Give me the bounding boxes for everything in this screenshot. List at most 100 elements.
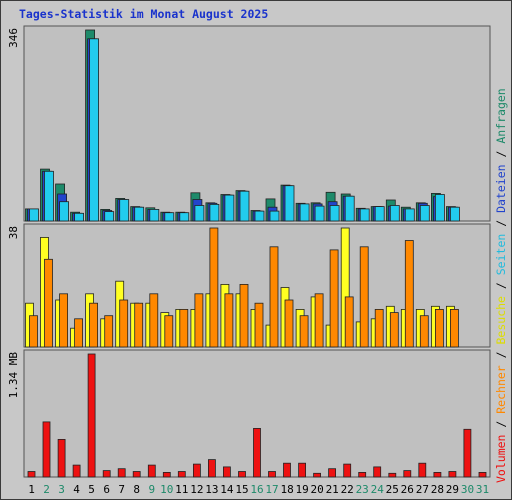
bar-volumen-day-14 xyxy=(222,466,231,478)
bar-seiten-day-17 xyxy=(269,210,280,222)
bar-volumen-day-8 xyxy=(132,471,141,478)
bar-volumen-day-21 xyxy=(328,468,337,478)
bar-rechner-day-18 xyxy=(284,299,294,348)
x-tick-label-22: 22 xyxy=(341,483,354,496)
bar-volumen-day-10 xyxy=(162,471,171,478)
x-tick-label-11: 11 xyxy=(175,483,188,496)
x-tick-label-28: 28 xyxy=(431,483,444,496)
bar-volumen-day-22 xyxy=(343,463,352,478)
bar-rechner-day-23 xyxy=(359,246,369,348)
bar-volumen-day-30 xyxy=(463,428,472,478)
x-tick-label-2: 2 xyxy=(43,483,50,496)
bar-seiten-day-25 xyxy=(389,205,400,222)
y-max-label-bottom: 1.34 MB xyxy=(7,352,20,399)
bar-volumen-day-31 xyxy=(478,471,487,478)
bar-volumen-day-26 xyxy=(403,470,412,478)
bar-volumen-day-25 xyxy=(388,472,397,478)
bar-rechner-day-25 xyxy=(389,312,399,348)
bar-seiten-day-24 xyxy=(374,206,385,222)
bar-seiten-day-7 xyxy=(119,199,130,222)
bar-seiten-day-26 xyxy=(404,208,415,222)
bar-rechner-day-24 xyxy=(374,308,384,348)
x-tick-label-24: 24 xyxy=(371,483,385,496)
x-tick-label-8: 8 xyxy=(133,483,140,496)
bar-volumen-day-9 xyxy=(147,464,156,478)
legend-separator: / xyxy=(494,275,508,296)
bar-rechner-day-1 xyxy=(29,315,38,348)
bar-seiten-day-27 xyxy=(419,205,430,222)
bar-rechner-day-26 xyxy=(404,240,414,348)
bar-volumen-day-15 xyxy=(238,471,246,478)
bar-rechner-day-13 xyxy=(209,227,219,348)
bar-seiten-day-23 xyxy=(359,208,370,222)
bar-volumen-day-23 xyxy=(358,471,367,478)
x-tick-label-20: 20 xyxy=(310,483,323,496)
bar-volumen-day-18 xyxy=(283,462,291,478)
bar-rechner-day-29 xyxy=(449,308,459,348)
legend-entry-besuche: Besuche xyxy=(494,296,508,345)
bar-seiten-day-21 xyxy=(329,205,340,222)
bar-rechner-day-3 xyxy=(59,293,68,348)
legend-entry-volumen: Volumen xyxy=(494,435,508,483)
bar-seiten-day-5 xyxy=(89,38,99,222)
bar-seiten-day-11 xyxy=(179,212,190,222)
bar-volumen-day-29 xyxy=(448,471,457,478)
bar-volumen-day-1 xyxy=(27,471,36,478)
bar-volumen-day-16 xyxy=(253,427,261,478)
bar-seiten-day-16 xyxy=(254,210,265,222)
legend-entry-rechner: Rechner xyxy=(494,365,508,414)
x-tick-label-21: 21 xyxy=(326,483,339,496)
bar-rechner-day-9 xyxy=(149,293,159,348)
bar-volumen-day-5 xyxy=(87,353,96,478)
bar-rechner-day-16 xyxy=(254,302,264,348)
legend-entry-dateien: Dateien xyxy=(494,164,508,212)
plot-area-top xyxy=(23,25,491,222)
bar-rechner-day-7 xyxy=(119,299,129,348)
bar-volumen-day-28 xyxy=(433,471,442,478)
bar-seiten-day-4 xyxy=(74,212,84,222)
x-tick-label-27: 27 xyxy=(416,483,429,496)
legend-entry-anfragen: Anfragen xyxy=(494,88,508,143)
bar-rechner-day-27 xyxy=(419,315,429,348)
legend-entry-seiten: Seiten xyxy=(494,234,508,276)
bar-seiten-day-12 xyxy=(194,205,205,222)
bar-rechner-day-4 xyxy=(74,318,83,348)
bar-volumen-day-19 xyxy=(298,462,307,478)
bar-volumen-day-20 xyxy=(313,472,322,478)
bar-rechner-day-10 xyxy=(164,315,174,348)
bar-rechner-day-21 xyxy=(329,249,339,348)
bar-rechner-day-5 xyxy=(89,302,98,348)
bar-seiten-day-18 xyxy=(284,185,295,222)
legend-separator: / xyxy=(494,144,508,165)
x-tick-label-12: 12 xyxy=(190,483,203,496)
bar-seiten-day-20 xyxy=(314,205,325,222)
x-tick-label-4: 4 xyxy=(73,483,80,496)
bar-seiten-day-3 xyxy=(59,201,69,222)
bar-rechner-day-22 xyxy=(344,296,354,348)
bar-seiten-day-19 xyxy=(299,203,310,222)
x-tick-label-13: 13 xyxy=(205,483,218,496)
x-tick-label-18: 18 xyxy=(280,483,293,496)
x-tick-label-7: 7 xyxy=(118,483,125,496)
x-tick-label-31: 31 xyxy=(476,483,489,496)
bar-seiten-day-2 xyxy=(44,170,54,222)
bar-seiten-day-14 xyxy=(224,194,235,222)
bar-volumen-day-7 xyxy=(117,468,126,478)
bar-seiten-day-29 xyxy=(449,206,460,222)
legend-separator: / xyxy=(494,414,508,435)
bar-volumen-day-4 xyxy=(72,464,81,478)
bar-seiten-day-6 xyxy=(104,211,115,222)
bar-seiten-day-8 xyxy=(134,206,145,222)
bar-volumen-day-27 xyxy=(418,462,427,478)
bar-seiten-day-1 xyxy=(29,208,39,222)
bar-volumen-day-24 xyxy=(373,466,382,478)
bar-seiten-day-22 xyxy=(344,195,355,222)
bar-rechner-day-20 xyxy=(314,293,324,348)
bar-volumen-day-17 xyxy=(268,471,276,478)
x-tick-label-3: 3 xyxy=(58,483,65,496)
x-tick-label-5: 5 xyxy=(88,483,95,496)
x-tick-label-19: 19 xyxy=(295,483,308,496)
legend-separator: / xyxy=(494,213,508,234)
chart-title: Tages-Statistik im Monat August 2025 xyxy=(19,7,269,21)
legend-separator: / xyxy=(494,345,508,366)
